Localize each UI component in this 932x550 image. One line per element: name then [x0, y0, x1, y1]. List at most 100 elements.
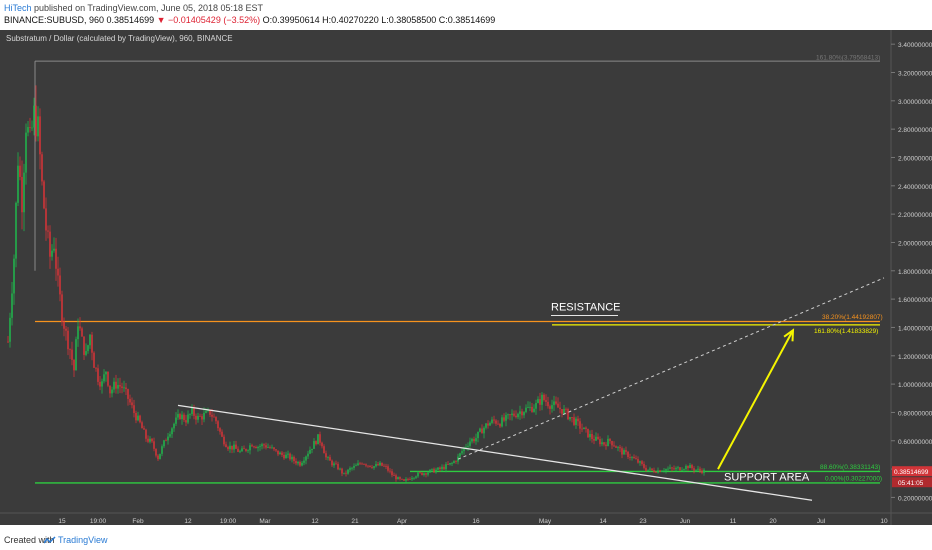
candle-body — [597, 436, 599, 440]
candle-body — [221, 431, 223, 437]
candle-body — [363, 463, 365, 465]
candle-body — [593, 439, 595, 441]
candle-body — [25, 132, 27, 173]
candle-body — [175, 417, 177, 424]
candle-body — [57, 268, 59, 276]
candle-body — [77, 326, 79, 340]
candle-body — [549, 406, 551, 409]
candle-body — [533, 408, 535, 412]
candle-body — [87, 345, 89, 352]
candle-body — [97, 368, 99, 382]
candle-body — [579, 421, 581, 429]
candle-body — [663, 470, 665, 472]
candle-body — [141, 422, 143, 429]
candle-body — [367, 465, 369, 467]
candle-body — [475, 438, 477, 442]
candle-body — [219, 428, 221, 432]
candle-body — [605, 444, 607, 447]
candle-body — [453, 461, 455, 464]
candle-body — [305, 456, 307, 461]
candle-body — [689, 465, 691, 469]
candle-body — [189, 413, 191, 415]
candle-body — [157, 455, 159, 460]
candle-body — [149, 438, 151, 442]
candle-body — [537, 399, 539, 403]
candle-body — [319, 434, 321, 443]
candle-body — [269, 447, 271, 448]
candle-body — [403, 479, 405, 481]
candle-body — [421, 472, 423, 475]
price-tick-label: 3.40000000 — [898, 42, 932, 49]
candle-body — [583, 427, 585, 430]
chart-area[interactable]: Substratum / Dollar (calculated by Tradi… — [0, 30, 932, 525]
candle-body — [519, 411, 521, 414]
candle-body — [575, 418, 577, 425]
candle-body — [267, 447, 269, 448]
price-tick-label: 3.00000000 — [898, 99, 932, 106]
candle-body — [473, 438, 475, 442]
candle-body — [35, 105, 37, 137]
candle-body — [331, 460, 333, 466]
candle-body — [425, 473, 427, 475]
candle-body — [565, 408, 567, 410]
candle-body — [223, 436, 225, 445]
candle-body — [187, 414, 189, 423]
candle-body — [289, 453, 291, 460]
candle-body — [11, 293, 13, 318]
tradingview-logo-icon — [44, 536, 56, 544]
candle-body — [527, 407, 529, 409]
candle-body — [185, 420, 187, 423]
candle-body — [351, 467, 353, 469]
candle-body — [365, 464, 367, 466]
candle-body — [131, 402, 133, 406]
candle-body — [135, 412, 137, 421]
author-link[interactable]: HiTech — [4, 3, 32, 13]
candle-body — [61, 294, 63, 322]
candle-body — [571, 417, 573, 418]
candle-body — [587, 428, 589, 438]
candle-body — [39, 116, 41, 155]
candle-body — [9, 317, 11, 342]
candle-body — [117, 385, 119, 389]
publish-header: HiTech published on TradingView.com, Jun… — [0, 0, 932, 30]
candle-body — [447, 464, 449, 465]
candle-body — [15, 202, 17, 259]
price-tick-label: 2.60000000 — [898, 155, 932, 162]
candle-body — [435, 469, 437, 473]
candle-body — [339, 468, 341, 470]
candle-body — [327, 457, 329, 458]
candle-body — [555, 401, 557, 404]
candle-body — [47, 230, 49, 232]
time-tick-label: 19:00 — [90, 518, 107, 525]
candle-body — [411, 478, 413, 480]
candle-body — [153, 441, 155, 449]
candle-body — [113, 381, 115, 390]
fib-0-label: 0.00%(0.30227000) — [825, 475, 882, 482]
candle-body — [159, 453, 161, 460]
candle-body — [227, 447, 229, 450]
candle-body — [81, 328, 83, 337]
candle-body — [643, 463, 645, 468]
candle-body — [455, 461, 457, 462]
price-tick-label: 3.20000000 — [898, 70, 932, 77]
candle-body — [625, 450, 627, 452]
candle-body — [361, 463, 363, 465]
candle-body — [379, 462, 381, 466]
candle-body — [271, 447, 273, 449]
candle-body — [171, 428, 173, 435]
candle-body — [415, 476, 417, 478]
tradingview-brand-link[interactable]: TradingView — [58, 535, 108, 545]
candle-body — [147, 438, 149, 442]
time-tick-label: 12 — [311, 518, 319, 525]
candle-body — [439, 467, 441, 470]
candle-body — [73, 359, 75, 371]
price-change: ▼ −0.01405429 (−3.52%) — [156, 15, 261, 25]
price-tick-label: 2.20000000 — [898, 212, 932, 219]
candle-body — [437, 467, 439, 470]
price-chart[interactable]: Substratum / Dollar (calculated by Tradi… — [0, 30, 932, 525]
candle-body — [651, 468, 653, 471]
candle-body — [703, 469, 705, 474]
candle-body — [263, 444, 265, 446]
candle-body — [653, 470, 655, 472]
candle-body — [487, 423, 489, 426]
